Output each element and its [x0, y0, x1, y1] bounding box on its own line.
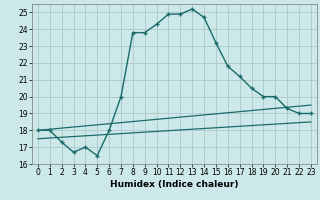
X-axis label: Humidex (Indice chaleur): Humidex (Indice chaleur) [110, 180, 239, 189]
